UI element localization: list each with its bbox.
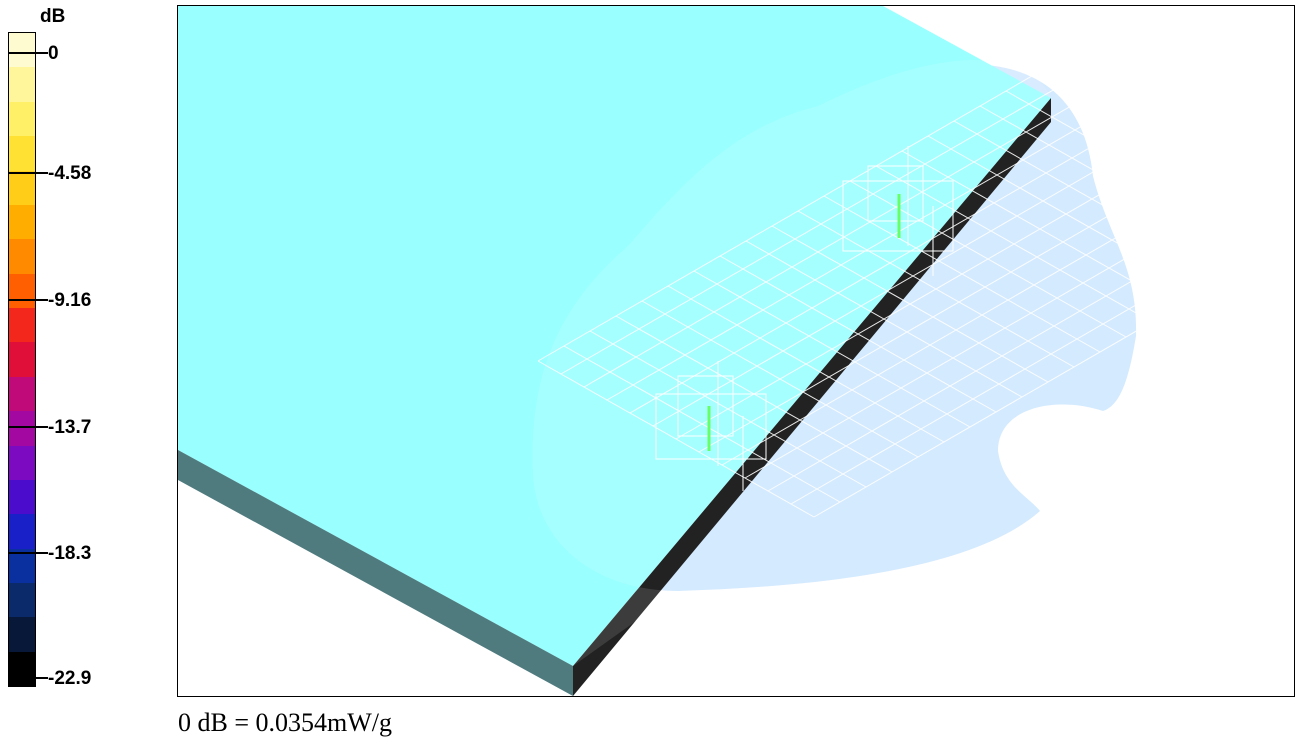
colorbar-tick-label: -4.58 [48,163,92,184]
scan-grid-line [797,210,1075,368]
scan-grid-line [667,285,945,443]
scan-grid-line [745,240,1023,398]
scan-grid-line [875,165,1153,323]
colorbar-segment [9,136,35,171]
colorbar-segment [9,651,35,687]
colorbar-segment [9,445,35,480]
colorbar-tick-line [8,552,48,554]
sar-field-overlap [532,59,1051,666]
phantom-top-face [178,6,1051,666]
colorbar-tick-label: 0 [48,43,59,64]
colorbar-segment [9,411,35,446]
scan-grid-line [1083,45,1294,166]
sar-3d-viewport[interactable] [177,5,1295,697]
colorbar-tick-label: -9.16 [48,290,92,311]
scan-grid-line [953,120,1231,278]
sar-3d-scene [178,6,1294,696]
scan-grid-line [719,255,997,413]
phantom-side-face [178,450,573,696]
colorbar-tick-line [8,299,48,301]
colorbar-segment [9,273,35,308]
colorbar-tick-label: -13.7 [48,417,92,438]
colorbar-tick-label: -18.3 [48,543,92,564]
scan-grid-line [979,105,1257,263]
scan-grid-line [849,180,1127,338]
colorbar-segment [9,67,35,102]
colorbar-segment [9,583,35,618]
colorbar-unit-label: dB [40,6,66,27]
scan-grid-line [771,225,1049,383]
colorbar-tick-label: -22.9 [48,668,92,689]
scan-grid-line [641,300,919,458]
colorbar-segment [9,204,35,240]
colorbar-segment [9,514,35,549]
colorbar-tick-line [8,52,48,54]
scan-grid-line [1109,30,1294,136]
colorbar-segment [9,239,35,274]
scan-grid-line [1057,60,1294,195]
scan-grid-line [537,360,815,518]
scan-grid-line [693,270,971,428]
zoom-scan-cube-lower [655,361,767,491]
colorbar-segment [9,308,35,343]
scan-grid-line [823,195,1101,353]
zoom-scan-cube-upper [842,146,954,276]
colorbar-segment [9,33,35,68]
colorbar-segment [9,101,35,137]
colorbar-segment [9,548,35,583]
colorbar-tick-line [8,172,48,174]
scan-grid [537,30,1294,518]
scan-grid-line [1005,90,1283,248]
colorbar-segment [9,479,35,515]
scan-grid-line [589,330,867,488]
colorbar-segment [9,376,35,412]
colorbar-segment [9,170,35,205]
colorbar-tick-line [8,677,48,679]
colorbar-segment [9,342,35,377]
colorbar-segment [9,617,35,652]
scan-grid-line [563,345,841,503]
reference-caption: 0 dB = 0.0354mW/g [178,708,392,737]
scan-grid-line [1031,75,1294,225]
colorbar [8,32,36,687]
colorbar-tick-line [8,426,48,428]
scan-grid-line [927,135,1205,293]
scan-grid-line [901,150,1179,308]
